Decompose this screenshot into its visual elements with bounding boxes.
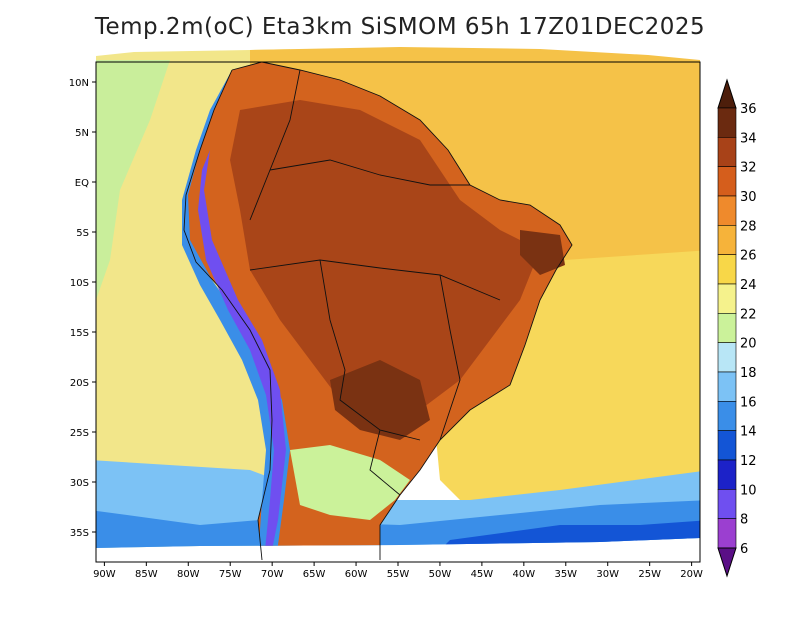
lat-tick-label: 15S bbox=[70, 328, 89, 339]
colorbar-label: 24 bbox=[740, 278, 757, 293]
colorbar-label: 12 bbox=[740, 454, 757, 469]
border-brazil-central bbox=[439, 274, 461, 441]
colorbar-segment bbox=[717, 195, 737, 226]
colorbar-segment bbox=[717, 342, 737, 373]
field-layer bbox=[96, 47, 700, 548]
colorbar-label: 36 bbox=[740, 102, 757, 117]
lat-tick-label: 5N bbox=[75, 128, 89, 139]
colorbar-segment bbox=[717, 137, 737, 167]
andes-high-cold bbox=[198, 150, 286, 548]
lon-tick-label: 80W bbox=[177, 569, 200, 580]
colorbar-label: 14 bbox=[740, 425, 757, 440]
colorbar-label: 34 bbox=[740, 131, 757, 146]
lat-tick-label: 10S bbox=[70, 278, 89, 289]
southern-cone-field bbox=[290, 445, 410, 520]
colorbar-label: 30 bbox=[740, 190, 757, 205]
colorbar-segment bbox=[717, 430, 737, 461]
colorbar-label: 16 bbox=[740, 395, 757, 410]
map-title: Temp.2m(oC) Eta3km SiSMOM 65h 17Z01DEC20… bbox=[94, 14, 706, 40]
lon-tick-label: 75W bbox=[219, 569, 242, 580]
colorbar-label: 26 bbox=[740, 249, 757, 264]
colorbar-segment bbox=[717, 371, 737, 402]
colorbar-segment bbox=[717, 489, 737, 519]
lon-tick-label: 55W bbox=[387, 569, 410, 580]
pacific-coastline bbox=[183, 69, 273, 561]
chaco-hotspot bbox=[330, 360, 430, 440]
border-bolivia bbox=[319, 259, 421, 441]
northeast-hotspot bbox=[520, 230, 565, 275]
lat-tick-label: 20S bbox=[70, 378, 89, 389]
lat-tick-label: 30S bbox=[70, 478, 89, 489]
border-uruguay bbox=[369, 429, 401, 496]
axis-ticks: 90W 85W 80W 75W 70W 65W 60W 55W 50W 45W 40W 35W 30W 2… bbox=[69, 78, 703, 580]
colorbar-segment bbox=[717, 254, 737, 285]
colorbar-label: 10 bbox=[740, 483, 757, 498]
colorbar-segment bbox=[717, 107, 737, 138]
colorbar-label: 8 bbox=[740, 513, 748, 528]
lon-tick-label: 90W bbox=[93, 569, 116, 580]
colorbar-segment bbox=[717, 283, 737, 314]
lon-tick-label: 40W bbox=[513, 569, 536, 580]
border-north bbox=[269, 159, 470, 186]
colorbar-segment bbox=[717, 518, 737, 549]
continent-hot-core bbox=[230, 100, 540, 430]
colorbar-segment bbox=[717, 459, 737, 490]
colorbar-segment bbox=[717, 313, 737, 343]
border-colombia bbox=[249, 69, 301, 221]
colorbar-label: 28 bbox=[740, 219, 757, 234]
lon-tick-label: 65W bbox=[303, 569, 326, 580]
south-coldest-field bbox=[430, 520, 700, 548]
colorbar-label: 20 bbox=[740, 337, 757, 352]
colorbar-label: 32 bbox=[740, 161, 757, 176]
lon-tick-label: 20W bbox=[680, 569, 703, 580]
colorbar-label: 18 bbox=[740, 366, 757, 381]
lat-tick-label: EQ bbox=[75, 178, 89, 189]
colorbar-low-arrow bbox=[717, 547, 737, 578]
colorbar-label: 6 bbox=[740, 542, 748, 557]
colorbar-segment bbox=[717, 401, 737, 431]
lon-tick-label: 60W bbox=[345, 569, 368, 580]
lat-tick-label: 10N bbox=[69, 78, 89, 89]
lat-tick-label: 5S bbox=[76, 228, 89, 239]
colorbar-label: 22 bbox=[740, 307, 757, 322]
lat-tick-label: 35S bbox=[70, 528, 89, 539]
lat-tick-label: 25S bbox=[70, 428, 89, 439]
colorbar-segment bbox=[717, 166, 737, 197]
lon-tick-label: 25W bbox=[638, 569, 661, 580]
lon-tick-label: 30W bbox=[596, 569, 619, 580]
lon-tick-label: 50W bbox=[429, 569, 452, 580]
borders bbox=[183, 61, 573, 561]
colorbar-high-arrow bbox=[717, 78, 737, 109]
pacific-cool-field bbox=[96, 60, 170, 300]
colorbar: 6 8 10 12 14 16 18 20 22 24 26 28 30 32 34 36 bbox=[717, 78, 757, 578]
colorbar-segment bbox=[717, 225, 737, 255]
lon-tick-label: 35W bbox=[554, 569, 577, 580]
lon-tick-label: 85W bbox=[135, 569, 158, 580]
lon-tick-label: 70W bbox=[261, 569, 284, 580]
border-amazon bbox=[249, 259, 501, 301]
lon-tick-label: 45W bbox=[471, 569, 494, 580]
atlantic-coastline bbox=[231, 61, 573, 560]
